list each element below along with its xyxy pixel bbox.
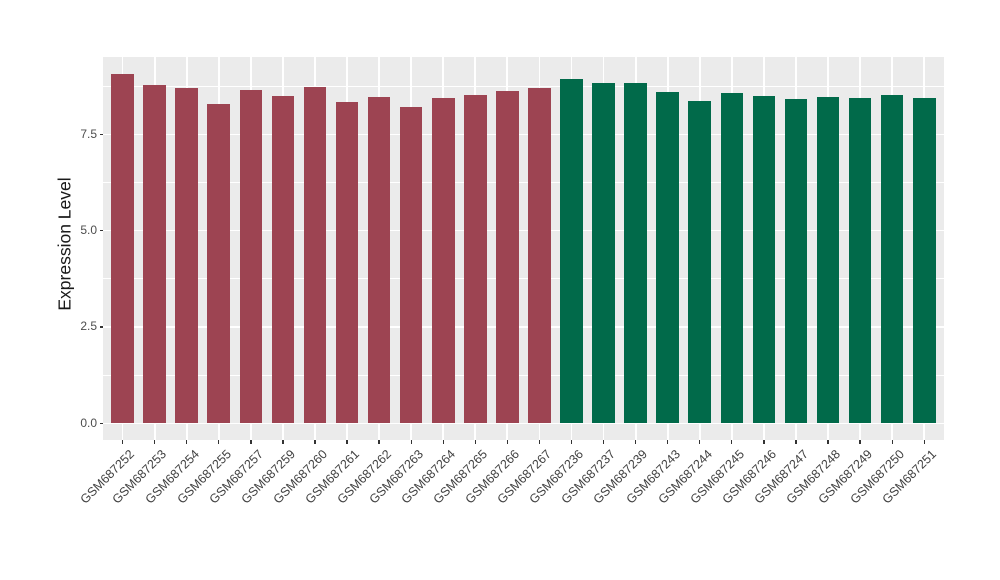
x-tick-mark-GSM687245 [731, 439, 733, 444]
bar-GSM687243 [656, 91, 679, 424]
x-tick-mark-GSM687246 [763, 439, 765, 444]
x-tick-mark-GSM687247 [795, 439, 797, 444]
x-tick-mark-GSM687255 [218, 439, 220, 444]
x-tick-mark-GSM687254 [186, 439, 188, 444]
y-tick-mark-5 [99, 230, 103, 232]
x-tick-mark-GSM687239 [634, 439, 637, 444]
x-tick-mark-GSM687237 [602, 439, 605, 444]
gridline-y-major-2.5 [103, 326, 944, 328]
bar-GSM687255 [207, 104, 231, 424]
bar-GSM687261 [335, 101, 359, 424]
x-tick-mark-GSM687236 [570, 439, 573, 444]
gridline-y-minor-3.75 [103, 278, 944, 280]
bar-GSM687247 [784, 99, 808, 424]
gridline-y-minor-1.25 [103, 374, 944, 376]
bar-GSM687236 [560, 78, 583, 424]
bar-GSM687251 [912, 98, 936, 424]
bar-GSM687245 [720, 93, 744, 424]
x-tick-mark-GSM687264 [442, 439, 444, 444]
bar-GSM687246 [752, 96, 776, 424]
x-tick-mark-GSM687249 [859, 439, 861, 444]
bar-GSM687239 [624, 82, 647, 424]
y-tick-label-7.5: 7.5 [80, 126, 97, 141]
x-tick-mark-GSM687267 [538, 439, 541, 444]
x-tick-mark-GSM687263 [410, 439, 412, 444]
bar-GSM687252 [111, 73, 134, 424]
x-tick-mark-GSM687265 [474, 439, 476, 444]
bar-GSM687254 [175, 88, 199, 424]
x-tick-mark-GSM687253 [154, 439, 156, 444]
gridline-y-major-7.5 [103, 133, 944, 136]
x-tick-mark-GSM687262 [378, 439, 380, 444]
y-tick-label-5: 5.0 [80, 223, 97, 238]
plot-panel [103, 56, 944, 440]
x-tick-mark-GSM687266 [506, 439, 509, 444]
y-tick-label-2.5: 2.5 [80, 319, 97, 334]
bar-GSM687257 [239, 90, 263, 424]
y-tick-label-0: 0.0 [80, 415, 97, 430]
bar-GSM687260 [303, 86, 327, 424]
bar-GSM687266 [496, 91, 519, 424]
bar-GSM687267 [528, 88, 551, 424]
y-tick-mark-0 [99, 422, 103, 424]
gridline-y-major-5 [103, 229, 944, 232]
x-tick-mark-GSM687257 [250, 439, 252, 444]
bar-GSM687265 [464, 95, 487, 424]
bar-GSM687248 [816, 96, 840, 424]
gridline-y-major-0 [103, 422, 944, 425]
y-tick-mark-7.5 [99, 133, 103, 135]
x-tick-mark-GSM687251 [923, 439, 925, 444]
x-tick-mark-GSM687250 [891, 439, 893, 444]
bar-GSM687259 [271, 95, 295, 424]
x-tick-mark-GSM687261 [346, 439, 348, 444]
x-tick-mark-GSM687244 [699, 439, 701, 444]
x-tick-mark-GSM687259 [282, 439, 284, 444]
x-tick-mark-GSM687248 [827, 439, 829, 444]
bar-GSM687237 [592, 83, 615, 424]
y-tick-mark-2.5 [99, 326, 103, 328]
x-tick-mark-GSM687243 [667, 439, 669, 444]
bar-GSM687250 [880, 95, 904, 424]
gridline-y-minor-8.75 [103, 85, 944, 87]
bar-GSM687249 [848, 98, 872, 424]
x-tick-mark-GSM687260 [314, 439, 316, 444]
bar-GSM687244 [688, 100, 712, 424]
gridline-y-minor-6.25 [103, 182, 944, 183]
bar-GSM687264 [431, 98, 455, 424]
bar-GSM687263 [399, 106, 423, 424]
x-tick-mark-GSM687252 [121, 439, 124, 444]
bar-GSM687262 [367, 96, 391, 424]
y-axis-title: Expression Level [54, 177, 75, 311]
bar-GSM687253 [143, 85, 166, 424]
